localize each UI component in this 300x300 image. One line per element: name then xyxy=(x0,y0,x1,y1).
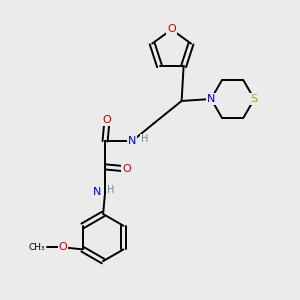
Text: CH₃: CH₃ xyxy=(28,243,45,252)
Text: O: O xyxy=(103,115,111,125)
Text: O: O xyxy=(122,164,131,174)
Text: H: H xyxy=(107,185,115,196)
Text: S: S xyxy=(251,94,258,104)
Text: O: O xyxy=(59,242,68,252)
Text: H: H xyxy=(141,134,148,144)
Text: N: N xyxy=(128,136,136,146)
Text: N: N xyxy=(207,94,215,104)
Text: O: O xyxy=(167,25,176,34)
Text: N: N xyxy=(93,188,101,197)
